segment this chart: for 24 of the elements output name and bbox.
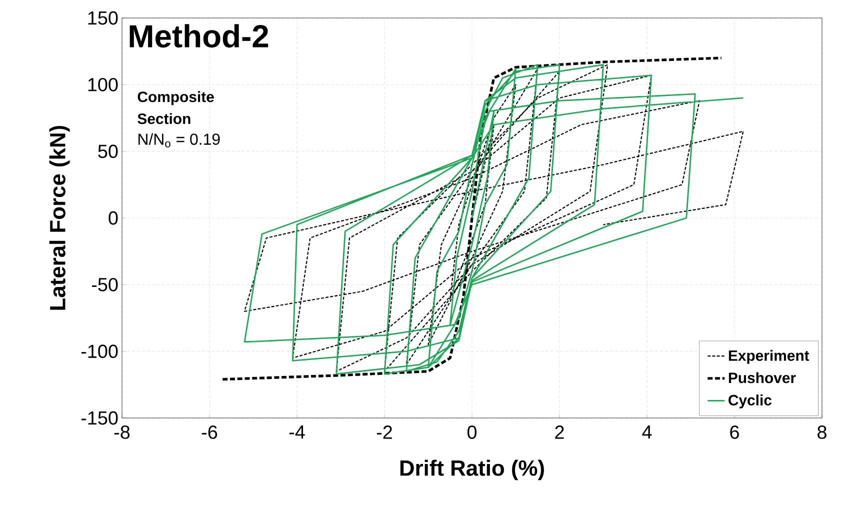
y-axis-title: Lateral Force (kN) — [49, 126, 70, 310]
x-tick-label: 4 — [642, 426, 652, 439]
legend-label: Experiment — [728, 350, 810, 364]
x-tick-label: -6 — [202, 426, 218, 439]
x-axis-title: Drift Ratio (%) — [400, 460, 544, 480]
x-tick-label: -8 — [114, 426, 130, 439]
chart-title: Method-2 — [130, 24, 268, 48]
x-tick-label: 0 — [467, 426, 477, 439]
legend-label: Pushover — [728, 372, 796, 384]
y-tick-label: 0 — [108, 211, 118, 225]
y-tick-label: -50 — [92, 278, 118, 292]
annotation: Composite Section — [138, 91, 214, 124]
x-tick-label: 6 — [730, 426, 739, 439]
y-tick-label: 150 — [88, 11, 118, 25]
annotation: N/N$_{o}$ = 0.19 — [138, 133, 220, 148]
x-tick-label: -4 — [289, 426, 305, 439]
y-tick-label: -100 — [81, 344, 118, 358]
y-tick-label: 50 — [98, 144, 118, 158]
x-tick-label: 8 — [818, 426, 826, 439]
x-tick-label: 2 — [555, 426, 564, 439]
y-tick-label: 100 — [88, 78, 118, 92]
legend-label: Cyclic — [728, 394, 772, 408]
x-tick-label: -2 — [376, 426, 392, 439]
y-tick-label: -150 — [81, 411, 118, 425]
